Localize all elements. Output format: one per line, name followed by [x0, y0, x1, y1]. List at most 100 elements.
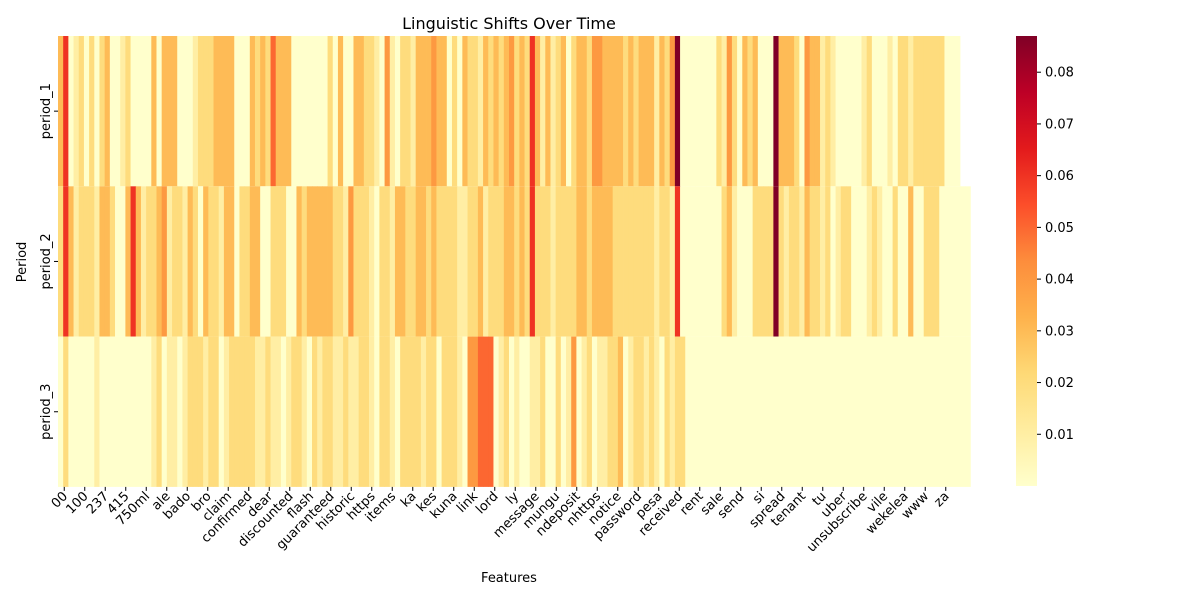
heatmap-cell	[944, 36, 951, 187]
heatmap-cell	[509, 336, 515, 487]
heatmap-cell	[389, 36, 396, 187]
heatmap-cell	[115, 336, 121, 487]
heatmap-cell	[555, 36, 562, 187]
heatmap-cell	[892, 186, 899, 337]
heatmap-cell	[161, 336, 168, 487]
heatmap-cell	[275, 186, 282, 337]
heatmap-cell	[125, 336, 131, 487]
heatmap-cell	[161, 36, 168, 187]
heatmap-cell	[866, 36, 873, 187]
heatmap-cell	[690, 336, 697, 487]
heatmap-cell	[773, 36, 779, 187]
heatmap-cell	[488, 36, 494, 187]
heatmap-cell	[861, 336, 868, 487]
heatmap-cell	[389, 186, 396, 337]
heatmap-cell	[669, 336, 676, 487]
heatmap-cell	[441, 36, 448, 187]
heatmap-cell	[234, 186, 240, 337]
heatmap-cell	[778, 336, 785, 487]
heatmap-cell	[203, 36, 209, 187]
heatmap-cell	[130, 336, 137, 487]
heatmap-cell	[109, 186, 116, 337]
heatmap-cell	[768, 36, 774, 187]
heatmap-cell	[716, 36, 722, 187]
heatmap-cell	[146, 36, 152, 187]
heatmap-cell	[436, 186, 443, 337]
heatmap-cell	[659, 186, 665, 337]
heatmap-cell	[680, 36, 686, 187]
heatmap-cell	[830, 36, 836, 187]
heatmap-cell	[835, 336, 842, 487]
heatmap-cell	[897, 336, 904, 487]
heatmap-cell	[845, 186, 852, 337]
heatmap-cell	[607, 36, 614, 187]
heatmap-cell	[757, 336, 764, 487]
heatmap-cell	[731, 186, 738, 337]
heatmap-cell	[312, 186, 318, 337]
heatmap-cell	[493, 36, 500, 187]
heatmap-cell	[426, 336, 432, 487]
heatmap-cell	[254, 336, 261, 487]
heatmap-cell	[68, 336, 74, 487]
heatmap-cell	[897, 36, 904, 187]
heatmap-cell	[146, 336, 152, 487]
y-axis-label: Period	[15, 242, 30, 283]
heatmap-cell	[908, 336, 914, 487]
heatmap-cell	[379, 36, 385, 187]
heatmap-cell	[514, 336, 520, 487]
heatmap-cell	[871, 36, 878, 187]
heatmap-cell	[731, 336, 738, 487]
heatmap-cell	[343, 336, 349, 487]
heatmap-cell	[229, 336, 235, 487]
heatmap-cell	[752, 336, 759, 487]
heatmap-cell	[213, 336, 220, 487]
heatmap-cell	[581, 36, 588, 187]
heatmap-cell	[254, 186, 261, 337]
heatmap-cell	[814, 186, 821, 337]
heatmap-cell	[130, 36, 137, 187]
heatmap-cell	[882, 186, 888, 337]
heatmap-cell	[913, 36, 919, 187]
heatmap-cell	[63, 336, 69, 487]
heatmap-cell	[291, 186, 297, 337]
heatmap-cell	[892, 336, 899, 487]
heatmap-cell	[571, 36, 577, 187]
heatmap-cell	[664, 36, 671, 187]
heatmap-cell	[726, 186, 733, 337]
heatmap-cell	[73, 36, 80, 187]
heatmap-cell	[135, 36, 142, 187]
colorbar-tick-label: 0.04	[1045, 273, 1074, 288]
heatmap-cell	[607, 186, 614, 337]
heatmap-cell	[384, 36, 391, 187]
heatmap-cell	[949, 336, 956, 487]
heatmap-cell	[638, 36, 645, 187]
heatmap-cell	[343, 36, 349, 187]
heatmap-cell	[400, 186, 406, 337]
heatmap-cell	[566, 36, 572, 187]
heatmap-cell	[410, 36, 417, 187]
heatmap-cell	[845, 336, 852, 487]
heatmap-cell	[467, 186, 474, 337]
heatmap-cell	[208, 336, 214, 487]
heatmap-cell	[213, 186, 220, 337]
heatmap-cell	[503, 186, 510, 337]
heatmap-cell	[374, 186, 380, 337]
heatmap-cell	[540, 336, 546, 487]
heatmap-cell	[363, 186, 370, 337]
heatmap-cell	[664, 336, 671, 487]
heatmap-cell	[851, 186, 857, 337]
heatmap-cell	[519, 336, 525, 487]
heatmap-cell	[197, 186, 204, 337]
heatmap-cell	[125, 36, 131, 187]
heatmap-cell	[742, 36, 748, 187]
heatmap-cell	[431, 186, 437, 337]
heatmap-cell	[747, 336, 754, 487]
heatmap-cell	[270, 186, 277, 337]
heatmap-cell	[514, 36, 520, 187]
heatmap-cell	[462, 36, 468, 187]
heatmap-cell	[648, 186, 655, 337]
heatmap-cell	[244, 36, 251, 187]
heatmap-cell	[788, 186, 795, 337]
heatmap-cell	[431, 36, 437, 187]
heatmap-cell	[965, 186, 971, 337]
